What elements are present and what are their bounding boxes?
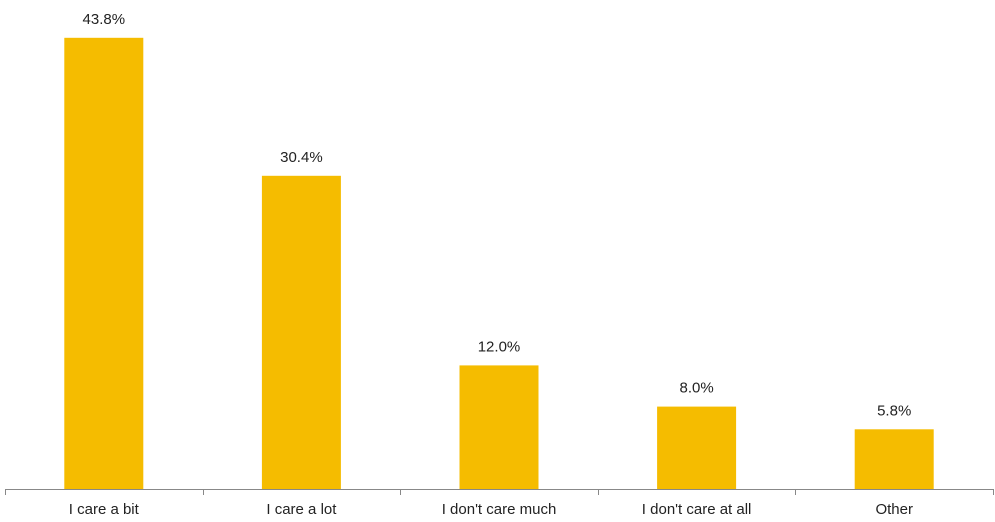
data-label-i-care-a-bit: 43.8% [83,11,126,28]
tick-label-i-care-a-lot: I care a lot [266,501,337,518]
data-label-i-care-a-lot: 30.4% [280,149,323,166]
category-labels-group: I care a bit I care a lot I don't care muc… [69,501,913,518]
data-label-i-don-t-care-at-all: 8.0% [679,380,713,397]
tick-label-other: Other [875,501,913,518]
data-label-other: 5.8% [877,402,911,419]
value-labels-group: 43.8% 30.4% 12.0% 8.0% 5.8% [83,11,912,419]
data-label-i-don-t-care-much: 12.0% [478,338,521,355]
tick-label-i-care-a-bit: I care a bit [69,501,140,518]
bar-i-don-t-care-much [459,365,539,489]
tick-label-i-don-t-care-at-all: I don't care at all [642,501,752,518]
tick-label-i-don-t-care-much: I don't care much [442,501,557,518]
bar-i-care-a-bit [64,37,144,490]
bar-other [854,429,934,489]
bar-i-care-a-lot [261,175,341,490]
bar-i-don-t-care-at-all [657,406,737,489]
x-axis [5,489,994,495]
bars-group [64,37,934,490]
